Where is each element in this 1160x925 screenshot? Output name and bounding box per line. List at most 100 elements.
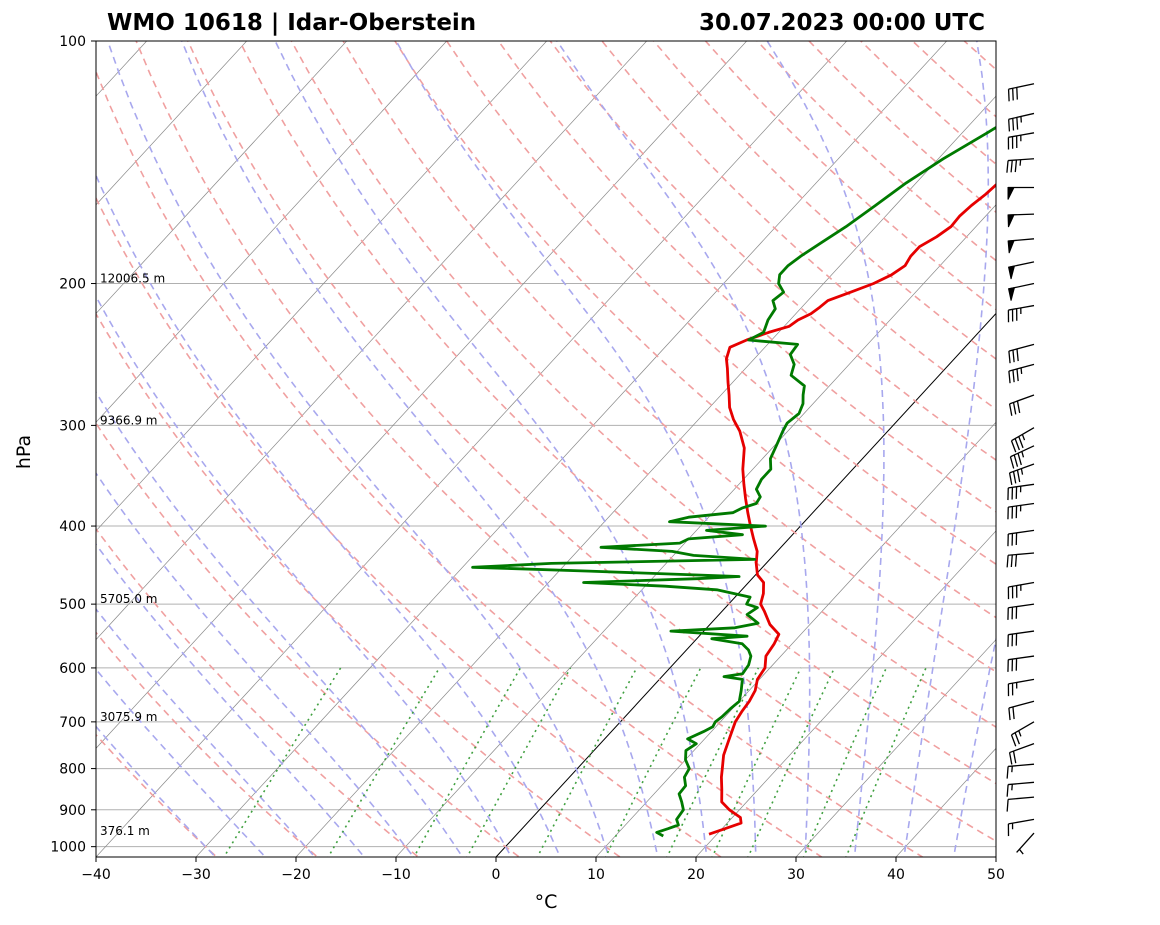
height-label: 3075.9 m xyxy=(100,710,158,724)
wind-barb xyxy=(1007,529,1035,547)
barb-shaft xyxy=(1010,445,1035,458)
barb-half xyxy=(1020,468,1024,475)
barb-shaft xyxy=(1008,796,1035,801)
wind-barb xyxy=(1007,630,1035,647)
barb-shaft xyxy=(1008,83,1035,90)
barb-full xyxy=(1018,436,1024,449)
barb-shaft xyxy=(1009,463,1035,474)
wind-barb xyxy=(1007,213,1035,228)
wind-barb xyxy=(1006,781,1035,797)
barb-full xyxy=(1006,555,1009,568)
mixing-ratio-line xyxy=(802,667,888,857)
moist-adiabat xyxy=(181,41,659,857)
barb-shaft xyxy=(1016,832,1035,853)
barb-full xyxy=(1012,118,1015,131)
barb-full xyxy=(1016,368,1019,382)
barb-full xyxy=(1012,750,1017,764)
mixing-ratio-line xyxy=(466,667,572,857)
dry-adiabat xyxy=(96,527,420,857)
height-label: 5705.0 m xyxy=(100,592,158,606)
barb-full xyxy=(1014,438,1020,451)
isotherm xyxy=(395,204,996,857)
barb-full xyxy=(1006,160,1009,173)
barb-half xyxy=(1020,367,1023,374)
barb-shaft xyxy=(1008,529,1035,535)
barb-full xyxy=(1006,784,1009,797)
barb-full xyxy=(1012,471,1017,484)
dry-adiabat xyxy=(135,41,925,857)
barb-full xyxy=(1008,472,1013,485)
plot-frame xyxy=(95,40,997,858)
barb-shaft xyxy=(1009,743,1035,754)
x-tick-label: −20 xyxy=(281,867,311,883)
x-tick-label: 20 xyxy=(687,867,705,883)
barb-flag xyxy=(1007,239,1015,254)
barb-shaft xyxy=(1008,552,1035,556)
dry-adiabat xyxy=(549,41,996,462)
barb-shaft xyxy=(1008,132,1035,138)
barb-flag xyxy=(1007,187,1015,200)
wind-barb xyxy=(1007,238,1035,254)
dry-adiabat xyxy=(342,41,996,673)
mixing-ratio-line xyxy=(413,667,522,857)
barb-full xyxy=(1008,371,1011,384)
barb-full xyxy=(1014,554,1018,567)
moist-adiabat xyxy=(556,41,811,857)
barb-shaft xyxy=(1008,343,1035,352)
barb-half xyxy=(1021,434,1026,441)
x-tick-label: −30 xyxy=(181,867,211,883)
isotherm xyxy=(96,41,348,315)
wind-barb xyxy=(1010,721,1035,747)
wind-barb xyxy=(1006,158,1035,173)
y-tick-label: 800 xyxy=(59,762,86,778)
barb-half xyxy=(1021,451,1025,458)
dry-adiabat xyxy=(290,41,996,728)
barb-full xyxy=(1007,89,1010,102)
y-tick-label: 600 xyxy=(59,661,86,677)
barb-shaft xyxy=(1008,655,1035,661)
barb-full xyxy=(1008,752,1013,765)
barb-full xyxy=(1010,160,1013,173)
barb-shaft xyxy=(1008,581,1035,588)
wind-barb xyxy=(1006,796,1035,812)
barb-flag xyxy=(1007,214,1015,228)
moist-adiabat xyxy=(96,667,267,857)
x-tick-label: −40 xyxy=(81,867,111,883)
barb-flag xyxy=(1007,287,1016,301)
wind-barb xyxy=(1006,763,1035,779)
y-tick-label: 300 xyxy=(59,418,86,434)
barb-full xyxy=(1012,349,1015,363)
moist-adiabat xyxy=(96,725,217,857)
isotherm xyxy=(96,41,848,857)
wind-barb xyxy=(1008,363,1035,384)
wind-barb xyxy=(1008,394,1035,416)
dry-adiabat xyxy=(96,312,622,857)
moist-adiabat xyxy=(96,471,415,857)
barb-full xyxy=(1016,348,1019,362)
dry-adiabat xyxy=(860,41,996,166)
x-tick-label: −10 xyxy=(381,867,411,883)
zero-isotherm xyxy=(495,312,996,857)
wind-barb xyxy=(1008,700,1035,721)
isotherm xyxy=(96,41,248,206)
barb-full xyxy=(1008,707,1011,721)
dry-adiabat xyxy=(96,631,319,857)
barb-flag xyxy=(1007,265,1016,280)
dry-adiabat xyxy=(756,41,996,262)
wind-barb xyxy=(1007,655,1035,672)
wind-barb xyxy=(1008,463,1035,485)
x-tick-label: 40 xyxy=(887,867,905,883)
wind-barbs xyxy=(1006,83,1035,855)
dry-adiabat xyxy=(238,41,996,785)
wind-barb xyxy=(1007,132,1035,150)
wind-barb xyxy=(1007,603,1035,620)
wind-barb xyxy=(1007,502,1035,520)
profile-line xyxy=(471,125,996,838)
moist-adiabat xyxy=(96,173,561,857)
axis-ticks: −40 −30 −20 −10 0 10 20 30 40 50 100 200 300 400 500 60… xyxy=(50,34,1005,883)
y-tick-label: 200 xyxy=(59,277,86,293)
barb-full xyxy=(1012,369,1015,383)
y-tick-label: 900 xyxy=(59,803,86,819)
barb-full xyxy=(1016,87,1018,100)
wind-barb xyxy=(1007,818,1035,837)
